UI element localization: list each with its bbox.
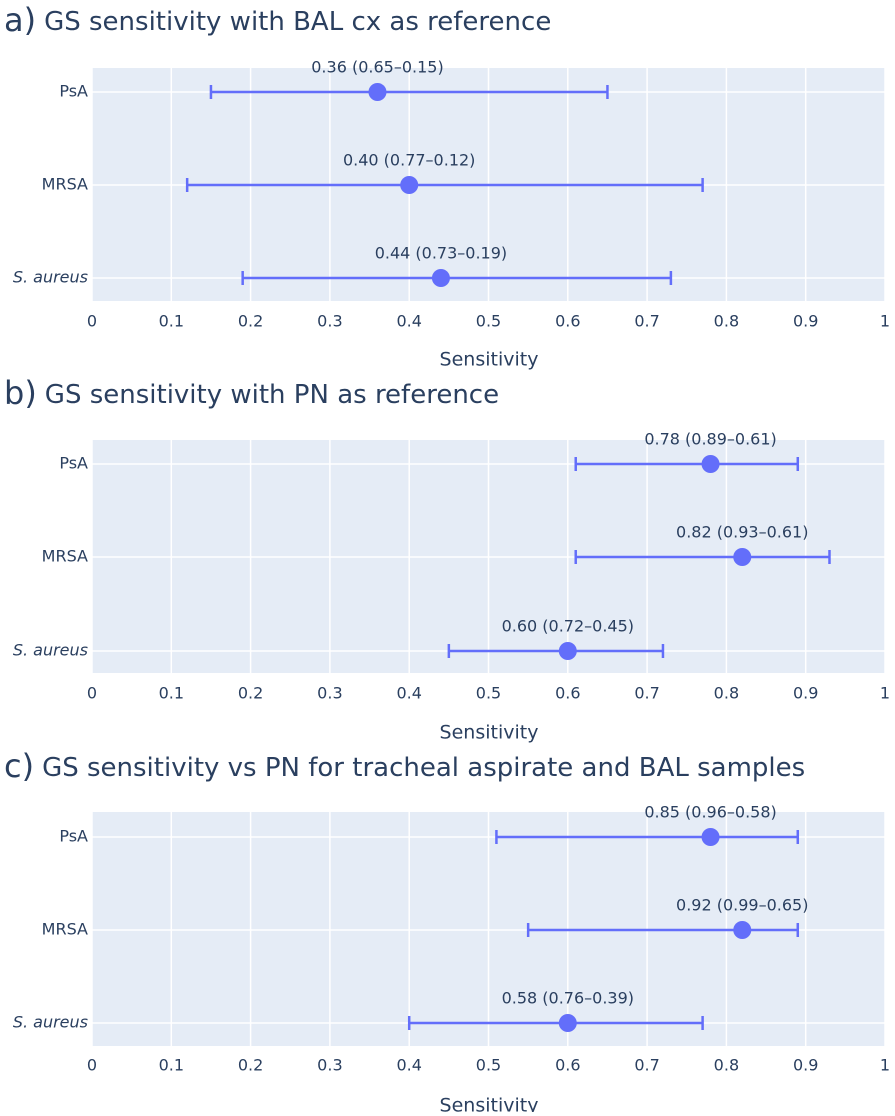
panel-b: b) GS sensitivity with PN as reference 0 0.… [4,374,890,744]
x-tick-label: 0.8 [714,1056,739,1075]
panel-letter: c) [4,747,34,785]
data-point-label: 0.36 (0.65–0.15) [311,58,443,77]
x-tick-label: 0.2 [238,1056,263,1075]
data-point-marker [701,828,720,846]
x-tick-label: 0.6 [555,312,580,331]
data-point-marker [701,455,720,473]
x-tick-label: 0.3 [317,1056,342,1075]
data-point-marker [733,921,752,939]
data-point-marker [400,176,419,194]
panel-letter: b) [4,374,37,412]
x-tick-label: 0.3 [317,684,342,703]
panel-title-text: GS sensitivity with PN as reference [45,380,499,410]
data-point-label: 0.82 (0.93–0.61) [676,523,808,542]
data-point-label: 0.44 (0.73–0.19) [375,244,507,263]
data-point-label: 0.60 (0.72–0.45) [502,617,634,636]
data-point-marker [431,269,450,287]
y-category-label: PsA [59,827,88,846]
x-tick-label: 0.9 [793,684,818,703]
x-tick-label: 0.7 [634,1056,659,1075]
x-tick-label: 0.1 [159,1056,184,1075]
x-tick-label: 1 [880,684,890,703]
x-tick-label: 0.7 [634,312,659,331]
x-tick-label: 0 [87,1056,97,1075]
data-point-label: 0.92 (0.99–0.65) [676,896,808,915]
x-tick-label: 0.7 [634,684,659,703]
panel-title-text: GS sensitivity with BAL cx as reference [44,7,551,37]
data-point-label: 0.40 (0.77–0.12) [343,151,475,170]
x-tick-label: 0.2 [238,684,263,703]
x-tick-label: 0.4 [396,312,421,331]
x-tick-label: 0.5 [476,312,501,331]
y-category-label: MRSA [42,547,88,566]
panel-title: c) GS sensitivity vs PN for tracheal aspi… [4,747,805,785]
x-tick-label: 0.5 [476,1056,501,1075]
data-point-label: 0.85 (0.96–0.58) [644,803,776,822]
x-tick-label: 0.6 [555,1056,580,1075]
x-tick-label: 0.8 [714,312,739,331]
x-tick-label: 0.9 [793,312,818,331]
x-tick-label: 0.1 [159,312,184,331]
data-point-marker [558,642,577,660]
x-axis-title: Sensitivity [440,1095,539,1113]
data-point-label: 0.78 (0.89–0.61) [644,430,776,449]
x-tick-label: 0.3 [317,312,342,331]
panel-a: a) GS sensitivity with BAL cx as referenc… [4,1,890,371]
data-point-marker [368,83,387,101]
x-tick-label: 1 [880,312,890,331]
x-tick-label: 0.4 [396,684,421,703]
data-point-marker [558,1014,577,1032]
data-point-marker [733,548,752,566]
y-category-label: PsA [59,454,88,473]
y-category-label: S. aureus [13,268,88,287]
panel-title: b) GS sensitivity with PN as reference [4,374,499,412]
x-axis-title: Sensitivity [440,722,539,744]
y-category-label: MRSA [42,920,88,939]
x-tick-label: 0.8 [714,684,739,703]
y-category-label: S. aureus [13,1013,88,1032]
x-tick-label: 0.5 [476,684,501,703]
x-tick-label: 1 [880,1056,890,1075]
panel-title-text: GS sensitivity vs PN for tracheal aspira… [42,753,805,783]
x-axis-title: Sensitivity [440,349,539,371]
x-tick-label: 0.9 [793,1056,818,1075]
x-tick-label: 0.1 [159,684,184,703]
panel-title: a) GS sensitivity with BAL cx as referenc… [4,1,551,39]
x-tick-label: 0.2 [238,312,263,331]
panel-letter: a) [4,1,36,39]
y-category-label: MRSA [42,175,88,194]
x-tick-label: 0 [87,312,97,331]
x-tick-label: 0.4 [396,1056,421,1075]
panel-c: c) GS sensitivity vs PN for tracheal aspi… [4,747,890,1116]
y-category-label: PsA [59,82,88,101]
y-category-label: S. aureus [13,641,88,660]
data-point-label: 0.58 (0.76–0.39) [502,989,634,1008]
x-tick-label: 0 [87,684,97,703]
x-tick-label: 0.6 [555,684,580,703]
